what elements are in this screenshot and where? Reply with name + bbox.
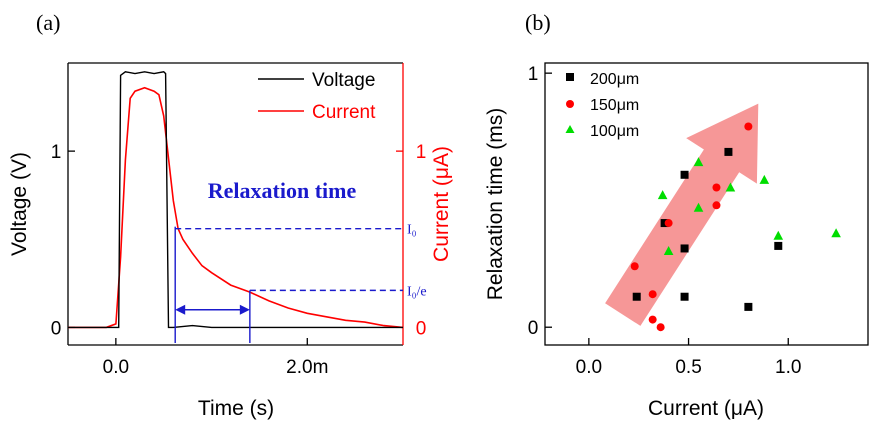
b-x-tick-label: 0.0 — [576, 357, 602, 378]
relaxation-annotation — [174, 226, 403, 343]
point-200m — [680, 292, 689, 301]
point-150m — [648, 290, 657, 299]
point-150m — [744, 122, 753, 131]
scatter-points — [630, 122, 841, 332]
point-100m — [663, 246, 674, 255]
arrowhead-left — [175, 304, 186, 315]
trend-arrow — [605, 103, 759, 326]
b-x-title: Current (μA) — [648, 397, 764, 420]
current-series-line — [68, 86, 404, 329]
point-100m — [831, 228, 841, 238]
a-x-title: Time (s) — [198, 397, 274, 420]
point-200m — [774, 241, 783, 250]
legend-200um-marker — [566, 73, 574, 81]
point-100m — [693, 157, 704, 167]
point-150m — [664, 219, 673, 228]
point-150m — [712, 183, 721, 192]
b-y-title: Relaxation time (ms) — [484, 108, 507, 301]
point-150m — [712, 201, 721, 210]
voltage-series-line — [68, 71, 403, 329]
a-y-left-title: Voltage (V) — [8, 152, 31, 256]
relaxation-time-title: Relaxation time — [208, 178, 357, 203]
point-100m — [759, 174, 770, 184]
b-y-tick-label: 1 — [528, 64, 539, 85]
legend-100um-marker — [565, 125, 575, 133]
panel-b-label: (b) — [525, 10, 551, 35]
legend-150um-marker — [566, 100, 574, 108]
a-legend: Voltage Current — [258, 70, 376, 123]
point-150m — [648, 315, 657, 324]
a-y-left-tick-label: 1 — [51, 142, 62, 163]
a-y-left-tick-label: 0 — [51, 318, 62, 339]
b-y-tick-label: 0 — [528, 318, 539, 339]
point-200m — [680, 244, 689, 253]
b-x-tick-label: 0.5 — [675, 357, 701, 378]
point-100m — [773, 230, 784, 240]
i0-label: I₀ — [407, 223, 417, 238]
arrowhead-right — [239, 304, 250, 315]
point-150m — [630, 262, 639, 271]
i0e-label: I₀/e — [407, 284, 427, 299]
a-y-right-tick-label: 1 — [416, 142, 427, 163]
a-y-right-tick-label: 0 — [416, 318, 427, 339]
point-200m — [632, 292, 641, 301]
legend-150um-label: 150μm — [590, 97, 639, 114]
panel-a: (a) 0.0 2.0m 0 1 0 1 Voltage (V) Current… — [8, 10, 453, 420]
point-200m — [724, 147, 733, 156]
a-x-tick-label: 2.0m — [286, 357, 328, 378]
panel-b: (b) 0.0 0.5 1.0 0 1 Relaxation time (ms)… — [484, 10, 869, 420]
legend-200um-label: 200μm — [590, 71, 639, 88]
legend-current-label: Current — [312, 102, 376, 123]
b-legend: 200μm 150μm 100μm — [565, 71, 639, 140]
legend-voltage-label: Voltage — [312, 70, 375, 91]
point-100m — [725, 182, 736, 192]
point-200m — [744, 302, 753, 311]
point-200m — [680, 170, 689, 179]
panel-a-label: (a) — [36, 10, 60, 35]
b-plot-frame — [544, 62, 869, 346]
a-y-right-title: Current (μA) — [430, 146, 453, 262]
point-100m — [657, 190, 668, 200]
legend-100um-label: 100μm — [590, 123, 639, 140]
b-x-tick-label: 1.0 — [775, 357, 801, 378]
point-150m — [656, 323, 665, 332]
a-x-tick-label: 0.0 — [103, 357, 129, 378]
b-ticks — [545, 72, 789, 345]
point-100m — [693, 202, 704, 212]
